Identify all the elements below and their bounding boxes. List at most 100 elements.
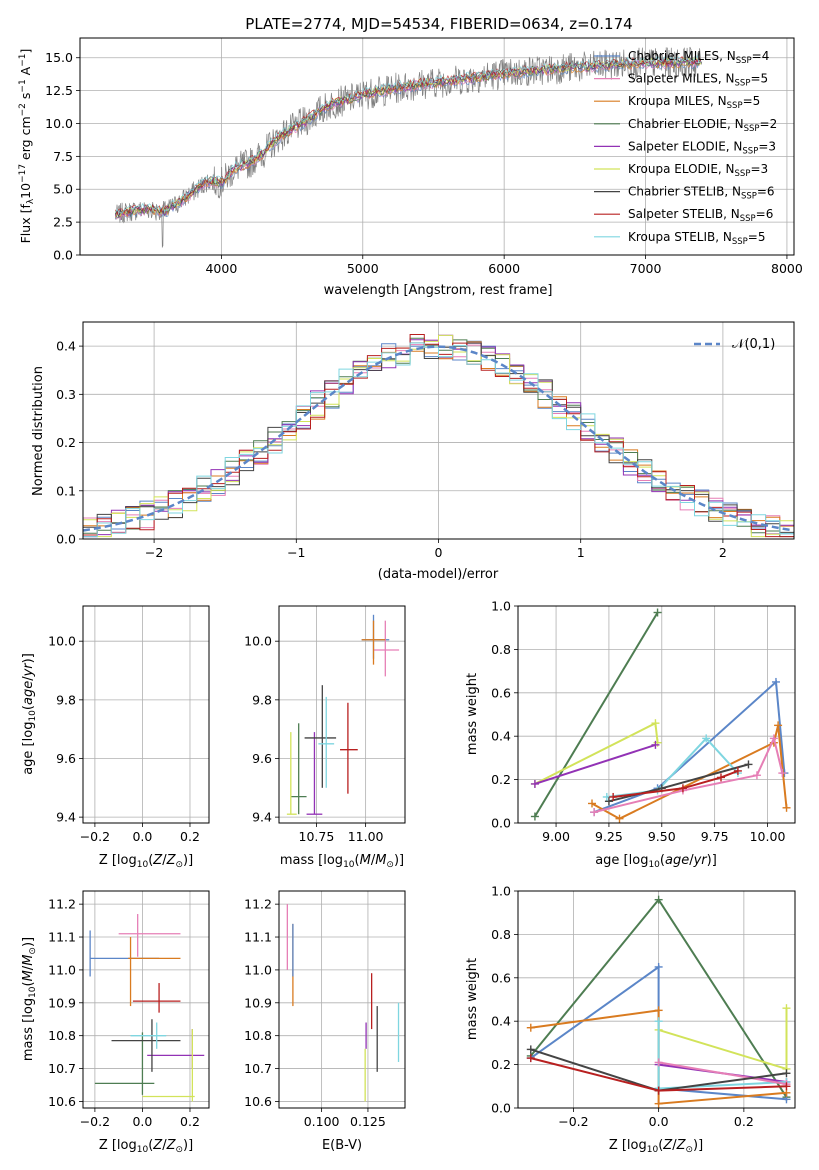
plus-marker <box>651 719 660 728</box>
x-tick-label: −0.2 <box>80 1114 110 1129</box>
plus-marker <box>654 1099 663 1108</box>
weight-vs-z-grid <box>518 890 795 1109</box>
x-tick-label: 9.00 <box>542 829 570 844</box>
x-tick-label: 10.75 <box>299 829 335 844</box>
weight-vs-age-ticks: 9.00 9.25 9.50 9.75 10.00 0.0 0.2 0.4 0.6 0.8 1.0 <box>491 599 785 845</box>
plus-marker <box>590 808 599 817</box>
legend-label: Chabrier MILES, NSSP=4 <box>628 49 769 66</box>
y-tick-label: 0.4 <box>491 729 511 744</box>
y-tick-label: 0.0 <box>53 248 73 263</box>
plus-marker <box>778 769 787 778</box>
age-vs-mass-points <box>286 614 400 815</box>
age-vs-z-grid <box>83 606 209 823</box>
mass-vs-z-panel: −0.2 0.0 0.2 10.6 10.7 10.8 10.9 11.0 11.1 11.2 Z… <box>21 890 210 1155</box>
y-tick-label: 5.0 <box>53 182 73 197</box>
mass-vs-ebv-xlabel: E(B-V) <box>322 1138 362 1153</box>
y-tick-label: 0.0 <box>491 1101 511 1116</box>
plus-marker <box>782 803 791 812</box>
age-vs-mass-frame <box>278 605 406 824</box>
normal-legend-label: 𝒩(0,1) <box>732 337 775 352</box>
y-tick-label: 11.2 <box>48 897 76 912</box>
plus-marker <box>744 760 753 769</box>
plus-marker <box>526 1023 535 1032</box>
y-tick-label: 10.8 <box>244 1028 272 1043</box>
x-tick-label: −0.2 <box>558 1114 588 1129</box>
age-vs-z-ylabel: age [log10(age/yr)] <box>21 653 38 775</box>
residual-series <box>83 334 794 538</box>
y-tick-label: 0.1 <box>56 483 76 498</box>
age-vs-z-ticks: −0.2 0.0 0.2 9.4 9.6 9.8 10.0 <box>48 634 200 844</box>
weight-line <box>658 1008 788 1071</box>
plus-marker <box>733 766 742 775</box>
y-tick-label: 10.6 <box>48 1094 76 1109</box>
x-tick-label: 9.25 <box>595 829 623 844</box>
plus-marker <box>716 773 725 782</box>
plus-marker <box>654 1006 663 1015</box>
residual-legend: 𝒩(0,1) <box>694 337 775 352</box>
x-tick-label: 0.0 <box>649 1114 669 1129</box>
x-tick-label: −1 <box>287 545 305 560</box>
residual-histogram-step <box>83 342 794 538</box>
y-tick-label: 9.6 <box>252 751 272 766</box>
spectrum-title: PLATE=2774, MJD=54534, FIBERID=0634, z=0… <box>245 15 632 33</box>
plus-marker <box>782 1069 791 1078</box>
weight-vs-z-ylabel: mass weight <box>465 958 480 1040</box>
plus-marker <box>530 779 539 788</box>
x-tick-label: −2 <box>145 545 163 560</box>
weight-vs-z-xlabel: Z [log10(Z/Z⊙)] <box>609 1138 703 1155</box>
weight-vs-age-panel: 9.00 9.25 9.50 9.75 10.000.00.20.40.60.81.0 … <box>465 599 796 870</box>
y-tick-label: 10.0 <box>45 116 73 131</box>
mass-vs-z-frame <box>82 890 210 1109</box>
age-vs-mass-panel: 10.75 11.00 9.4 9.6 9.8 10.0 mass [log10(M/M⊙… <box>244 605 406 870</box>
mass-vs-ebv-points <box>286 904 400 1102</box>
y-tick-label: 0.2 <box>56 435 76 450</box>
y-tick-label: 9.8 <box>252 692 272 707</box>
x-tick-label: 9.75 <box>701 829 729 844</box>
weight-line <box>534 743 656 785</box>
plus-marker <box>782 1004 791 1013</box>
x-tick-label: 11.00 <box>348 829 384 844</box>
plus-marker <box>654 1017 663 1026</box>
residual-panel: −2 −1 0 1 2 0.0 0.1 0.2 0.3 0.4 (data-model)/erro… <box>31 321 795 582</box>
age-vs-mass-grid <box>279 606 405 823</box>
normal-curve <box>83 345 794 532</box>
weight-vs-age-ylabel: mass weight <box>465 673 480 755</box>
y-tick-label: 11.1 <box>244 930 272 945</box>
y-tick-label: 10.8 <box>48 1028 76 1043</box>
weight-vs-age-xlabel: age [log10(age/yr)] <box>595 853 717 870</box>
y-tick-label: 11.2 <box>244 897 272 912</box>
residual-xlabel: (data-model)/error <box>378 567 499 582</box>
x-tick-label: 0.0 <box>132 1114 152 1129</box>
spectrum-xlabel: wavelength [Angstrom, rest frame] <box>324 283 553 298</box>
y-tick-label: 10.6 <box>244 1094 272 1109</box>
legend-label: Kroupa ELODIE, NSSP=3 <box>628 162 768 179</box>
age-vs-mass-ticks: 10.75 11.00 9.4 9.6 9.8 10.0 <box>244 634 383 844</box>
mass-vs-ebv-ticks: 0.100 0.125 10.6 10.7 10.8 10.9 11.0 11.1 11.2 <box>244 897 386 1129</box>
x-tick-label: 10.00 <box>750 829 786 844</box>
legend-label: Salpeter MILES, NSSP=5 <box>628 72 768 89</box>
age-vs-z-points <box>90 615 204 814</box>
mass-vs-z-points <box>89 914 205 1102</box>
weight-vs-age-frame <box>517 605 796 824</box>
y-tick-label: 0.8 <box>491 927 511 942</box>
spectrum-ticks: 4000 5000 6000 7000 8000 0.0 2.5 5.0 7.5 10.0 12.5… <box>45 50 803 276</box>
weight-line <box>534 721 659 785</box>
mass-vs-z-grid <box>83 891 209 1108</box>
spectrum-series <box>114 46 703 249</box>
plus-marker <box>654 962 663 971</box>
y-tick-label: 11.1 <box>48 930 76 945</box>
plus-marker <box>782 1082 791 1091</box>
y-tick-label: 1.0 <box>491 884 511 899</box>
plus-marker <box>653 608 662 617</box>
weight-line <box>658 1061 787 1086</box>
weight-vs-z-lines <box>526 895 791 1108</box>
x-tick-label: 0.2 <box>180 1114 200 1129</box>
plus-marker <box>678 784 687 793</box>
spectrum-ylabel: Flux [fλ10−17 erg cm−2 s−1 A−1] <box>18 49 36 244</box>
plus-marker <box>609 792 618 801</box>
weight-line <box>534 611 659 818</box>
y-tick-label: 11.0 <box>48 962 76 977</box>
legend-label: Kroupa MILES, NSSP=5 <box>628 94 760 111</box>
y-tick-label: 10.7 <box>48 1061 76 1076</box>
